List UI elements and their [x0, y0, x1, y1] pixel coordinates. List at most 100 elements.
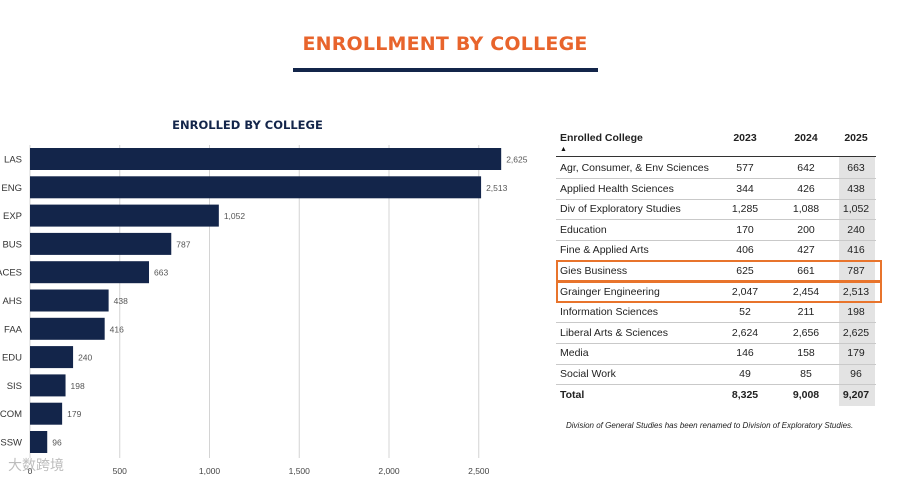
- table-row: Media 146 158 179: [556, 343, 876, 363]
- row-divider: [556, 363, 876, 365]
- category-label: FAA: [4, 324, 23, 335]
- header-2025[interactable]: 2025: [844, 132, 868, 144]
- value-label: 198: [71, 381, 85, 391]
- cell-2024: 427: [797, 244, 815, 257]
- cell-college: Media: [560, 347, 589, 360]
- cell-2023: 344: [736, 182, 754, 195]
- value-label: 96: [52, 438, 62, 448]
- cell-2024: 2,656: [792, 326, 820, 339]
- value-label: 1,052: [224, 211, 246, 221]
- cell-2024: 642: [797, 162, 815, 174]
- cell-2023: 49: [739, 368, 751, 380]
- table-row: Liberal Arts & Sciences 2,624 2,656 2,625: [556, 323, 876, 343]
- category-label: COM: [0, 409, 22, 420]
- bar-edu: [30, 346, 74, 369]
- cell-2024: 158: [797, 347, 815, 360]
- table-row: Div of Exploratory Studies 1,285 1,088 1,05…: [556, 199, 876, 219]
- footnote: Division of General Studies has been ren…: [566, 421, 854, 430]
- cell-2025: 1,052: [842, 203, 870, 216]
- category-label: EDU: [2, 353, 22, 364]
- page-title: ENROLLMENT BY COLLEGE: [302, 33, 588, 55]
- x-tick-label: 2,000: [378, 466, 400, 476]
- table-row: Applied Health Sciences 344 426 438: [556, 179, 876, 199]
- value-label: 240: [78, 353, 92, 363]
- row-divider: [556, 178, 876, 180]
- cell-2025: 663: [847, 162, 865, 174]
- highlight-box: [556, 280, 882, 303]
- cell-college: Grainger Engineering: [560, 285, 660, 298]
- value-label: 2,625: [506, 155, 528, 165]
- sort-ascending-icon[interactable]: ▲: [560, 146, 567, 153]
- cell-2023: 170: [736, 223, 754, 236]
- cell-2023: 2,624: [731, 326, 759, 339]
- row-divider: [556, 384, 876, 386]
- cell-2024: 9,008: [792, 388, 820, 401]
- category-label: ENG: [1, 183, 22, 194]
- cell-2023: 406: [736, 244, 754, 257]
- cell-2025: 96: [850, 368, 862, 380]
- header-2024[interactable]: 2024: [794, 132, 818, 144]
- cell-2023: 1,285: [731, 203, 759, 216]
- x-tick-label: 2,500: [468, 466, 490, 476]
- header-divider: [556, 156, 876, 157]
- cell-2025: 2,625: [842, 326, 870, 339]
- category-label: SSW: [0, 438, 22, 449]
- chart-title: ENROLLED BY COLLEGE: [172, 118, 323, 132]
- category-label: SIS: [7, 381, 22, 392]
- cell-2024: 1,088: [792, 203, 820, 216]
- cell-college: Agr, Consumer, & Env Sciences: [560, 162, 709, 174]
- cell-college: Education: [560, 223, 607, 236]
- value-label: 663: [154, 268, 168, 278]
- bar-bus: [30, 232, 172, 255]
- cell-college: Gies Business: [560, 265, 628, 277]
- x-tick-label: 500: [113, 466, 127, 476]
- title-underline: [293, 68, 598, 72]
- bar-aces: [30, 261, 150, 284]
- header-2023[interactable]: 2023: [733, 132, 757, 144]
- table-row: Agr, Consumer, & Env Sciences 577 642 663: [556, 158, 876, 178]
- table-row: Social Work 49 85 96: [556, 364, 876, 384]
- value-label: 179: [67, 409, 81, 419]
- category-label: AHS: [2, 296, 22, 307]
- table-row: Fine & Applied Arts 406 427 416: [556, 240, 876, 260]
- table-row: Information Sciences 52 211 198: [556, 302, 876, 322]
- cell-2024: 426: [797, 182, 815, 195]
- bar-eng: [30, 176, 482, 199]
- cell-2024: 661: [797, 265, 815, 277]
- cell-2023: 146: [736, 347, 754, 360]
- cell-2025: 438: [847, 182, 865, 195]
- bar-las: [30, 148, 502, 170]
- cell-2023: 2,047: [731, 285, 759, 298]
- value-label: 416: [110, 324, 124, 334]
- enrollment-bar-chart: 0 500 1,000 1,500 2,000 2,500 LAS 2,625 ENG 2,513…: [0, 145, 528, 476]
- cell-2023: 8,325: [731, 388, 759, 401]
- watermark: 大数跨境: [8, 458, 64, 474]
- row-divider: [556, 198, 876, 200]
- table-row: Education 170 200 240: [556, 220, 876, 240]
- category-label: LAS: [4, 155, 22, 166]
- bar-sis: [30, 374, 66, 397]
- cell-2025: 2,513: [842, 285, 870, 298]
- table-total-row: Total 8,325 9,008 9,207: [556, 385, 876, 405]
- header-college[interactable]: Enrolled College: [560, 132, 643, 144]
- cell-college: Total: [560, 388, 585, 401]
- x-tick-label: 0: [28, 466, 33, 476]
- value-label: 787: [176, 239, 190, 249]
- cell-college: Applied Health Sciences: [560, 182, 674, 195]
- row-divider: [556, 239, 876, 241]
- cell-2023: 625: [736, 265, 754, 277]
- cell-college: Information Sciences: [560, 306, 659, 319]
- bar-ssw: [30, 431, 48, 453]
- cell-2025: 416: [847, 244, 865, 257]
- cell-2023: 52: [739, 306, 751, 319]
- category-label: BUS: [2, 239, 22, 250]
- category-label: ACES: [0, 268, 22, 279]
- cell-2024: 200: [797, 223, 815, 236]
- table-row: Grainger Engineering 2,047 2,454 2,513: [556, 282, 876, 302]
- row-divider: [556, 322, 876, 324]
- cell-2025: 9,207: [842, 388, 870, 401]
- highlight-box: [556, 260, 882, 282]
- table-header-row: Enrolled College 2023 2024 2025: [556, 128, 876, 148]
- cell-2024: 2,454: [792, 285, 820, 298]
- x-tick-label: 1,000: [199, 466, 221, 476]
